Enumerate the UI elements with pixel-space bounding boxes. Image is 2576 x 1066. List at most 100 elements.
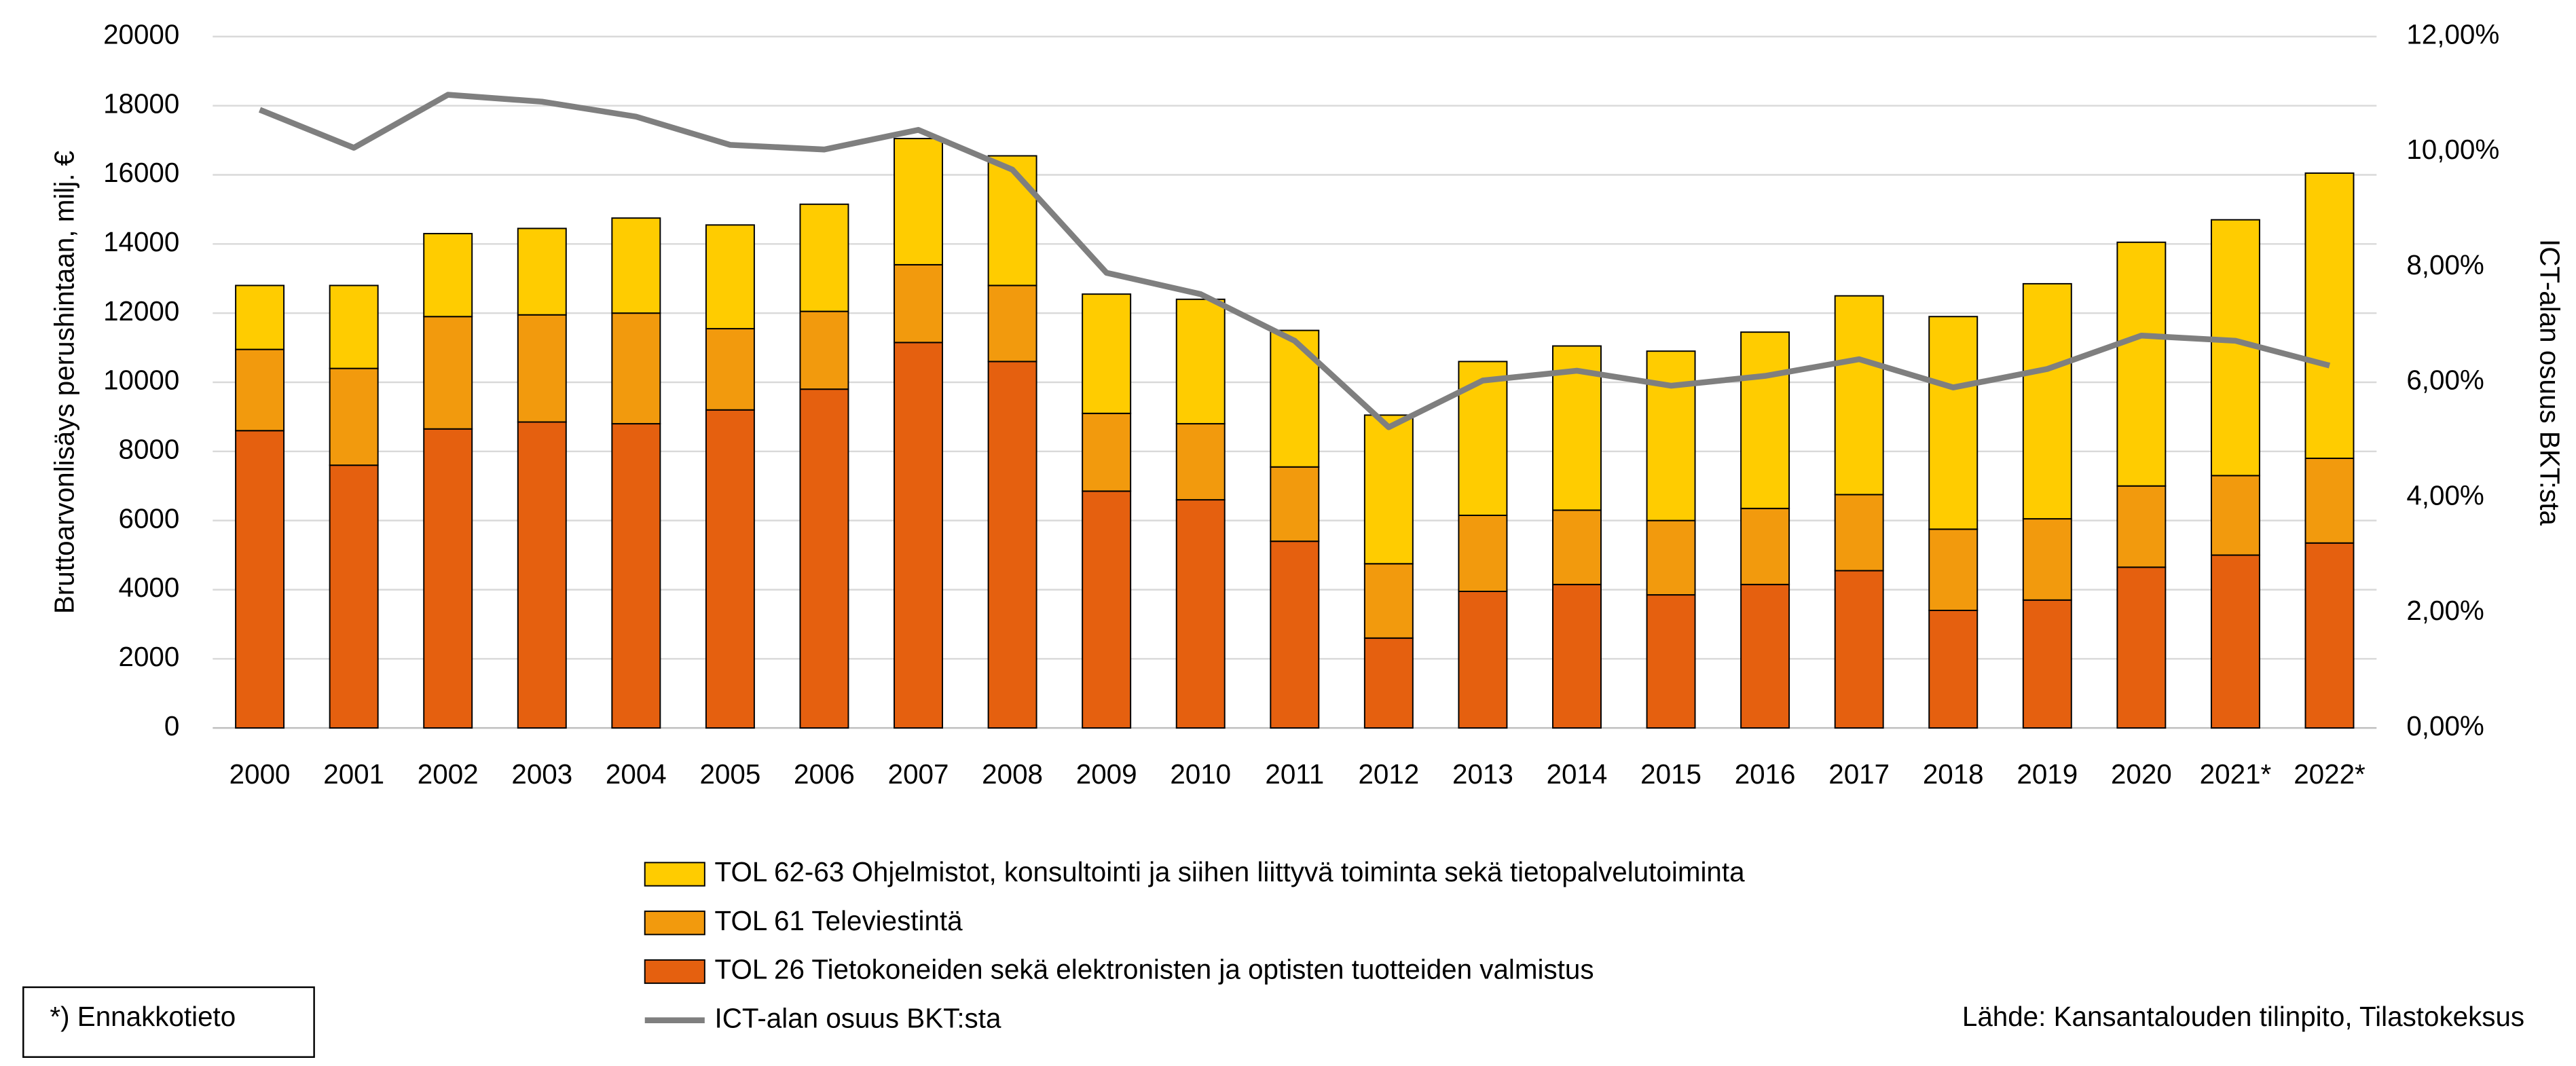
y-tick-label: 2000: [119, 641, 180, 672]
y-tick-label: 0: [164, 710, 179, 741]
bar-segment: [705, 409, 755, 729]
bar-segment: [1740, 331, 1790, 509]
bar-segment: [1270, 540, 1320, 729]
source: Lähde: Kansantalouden tilinpito, Tilasto…: [1962, 1001, 2524, 1032]
bar-segment: [517, 421, 567, 729]
bar-segment: [705, 328, 755, 411]
legend-swatch: [644, 862, 705, 887]
bar-segment: [611, 312, 661, 425]
x-tick-label: 2019: [2017, 758, 2078, 790]
bar-segment: [894, 138, 944, 265]
line: [258, 92, 2331, 430]
bar-segment: [517, 314, 567, 423]
bar-segment: [1552, 583, 1602, 729]
x-tick-label: 2009: [1076, 758, 1137, 790]
x-tick-label: 2007: [888, 758, 949, 790]
y-axis-label: Bruttoarvonlisäys perushintaan, milj. €: [49, 151, 80, 614]
bar-segment: [1082, 490, 1132, 729]
bar-segment: [1834, 494, 1884, 572]
bar-segment: [2304, 458, 2355, 544]
bar-segment: [2022, 282, 2072, 520]
x-tick-label: 2011: [1265, 758, 1324, 790]
x-tick-label: 2013: [1452, 758, 1513, 790]
y2-tick-label: 10,00%: [2406, 134, 2499, 165]
y2-tick-label: 8,00%: [2406, 249, 2484, 280]
bar-segment: [1646, 350, 1696, 521]
bar-segment: [1270, 466, 1320, 543]
y-tick-label: 16000: [103, 157, 179, 188]
bar-segment: [894, 263, 944, 344]
bar-segment: [423, 316, 473, 430]
bar-segment: [1082, 293, 1132, 414]
x-tick-label: 2010: [1170, 758, 1231, 790]
bar-segment: [2210, 554, 2260, 729]
bar-segment: [1928, 528, 1979, 611]
bar-segment: [799, 388, 849, 729]
x-tick-label: 2004: [606, 758, 667, 790]
bar-segment: [1363, 637, 1414, 729]
bar-segment: [235, 430, 285, 729]
y2-tick-label: 6,00%: [2406, 365, 2484, 396]
bar-segment: [987, 284, 1037, 363]
bar-segment: [2116, 485, 2167, 568]
bar-segment: [1363, 414, 1414, 565]
bar-segment: [987, 361, 1037, 729]
bar-segment: [894, 342, 944, 729]
x-tick-label: 2018: [1923, 758, 1984, 790]
legend-swatch: [644, 959, 705, 985]
x-tick-label: 2003: [511, 758, 572, 790]
x-tick-label: 2005: [699, 758, 760, 790]
x-tick-label: 2000: [229, 758, 291, 790]
x-tick-label: 2017: [1828, 758, 1890, 790]
bar-segment: [235, 348, 285, 432]
bar-segment: [1270, 329, 1320, 468]
y2-axis-label: ICT-alan osuus BKT:sta: [2535, 239, 2566, 526]
y2-tick-label: 2,00%: [2406, 595, 2484, 626]
bar-segment: [423, 233, 473, 318]
y-tick-label: 6000: [119, 502, 180, 534]
y-tick-label: 4000: [119, 572, 180, 603]
y-tick-label: 20000: [103, 19, 179, 50]
bar-segment: [1646, 519, 1696, 596]
x-tick-label: 2022*: [2294, 758, 2366, 790]
bar-segment: [329, 367, 379, 466]
bar-segment: [517, 227, 567, 316]
x-tick-label: 2020: [2111, 758, 2172, 790]
bar-segment: [1834, 295, 1884, 496]
bar-segment: [611, 217, 661, 314]
legend-swatch: [644, 911, 705, 936]
x-tick-label: 2002: [418, 758, 479, 790]
note: *) Ennakkotieto: [50, 1001, 236, 1032]
bar-segment: [1834, 570, 1884, 729]
bar-segment: [1082, 412, 1132, 492]
legend-label: TOL 62-63 Ohjelmistot, konsultointi ja s…: [715, 856, 1746, 887]
legend-label: TOL 61 Televiestintä: [715, 905, 963, 936]
x-tick-label: 2021*: [2200, 758, 2272, 790]
y2-tick-label: 12,00%: [2406, 19, 2499, 50]
bar-segment: [1928, 316, 1979, 530]
x-tick-label: 2006: [794, 758, 855, 790]
legend-label: ICT-alan osuus BKT:sta: [715, 1002, 1001, 1033]
bar-segment: [1175, 298, 1226, 425]
bar-segment: [2022, 518, 2072, 601]
bar-segment: [329, 464, 379, 729]
bar-segment: [705, 224, 755, 330]
bar-segment: [423, 428, 473, 729]
bar-segment: [1363, 563, 1414, 639]
bar-segment: [799, 310, 849, 390]
x-tick-label: 2008: [982, 758, 1043, 790]
x-tick-label: 2015: [1640, 758, 1701, 790]
y-tick-label: 12000: [103, 295, 179, 327]
y-tick-label: 10000: [103, 365, 179, 396]
y-tick-label: 8000: [119, 433, 180, 464]
bar-segment: [2022, 599, 2072, 729]
legend-label: TOL 26 Tietokoneiden sekä elektronisten …: [715, 954, 1594, 985]
bar-segment: [1928, 610, 1979, 729]
bar-segment: [1175, 499, 1226, 729]
bar-segment: [1552, 509, 1602, 585]
bar-segment: [1740, 583, 1790, 729]
bar-segment: [2210, 475, 2260, 556]
bar-segment: [235, 284, 285, 350]
bar-segment: [987, 155, 1037, 287]
